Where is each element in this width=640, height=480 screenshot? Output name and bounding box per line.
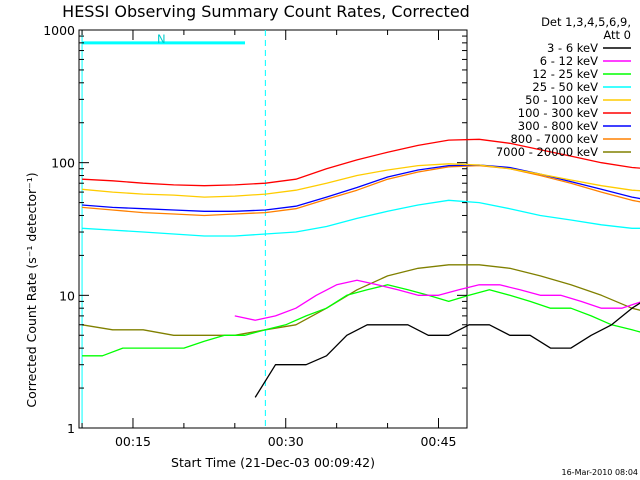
- x-axis: 00:15 00:30 00:45: [81, 30, 457, 449]
- series-lines: [81, 138, 640, 398]
- y-axis: 1 10 100 1000: [43, 23, 467, 436]
- legend-entry-label: 100 - 300 keV: [518, 106, 598, 120]
- series-line: [234, 279, 640, 321]
- chart-title: HESSI Observing Summary Count Rates, Cor…: [62, 2, 470, 21]
- series-line: [82, 138, 640, 187]
- marker-label: N: [157, 32, 166, 46]
- legend-header-line-2: Att 0: [603, 28, 631, 42]
- y-tick-label: 1: [67, 421, 75, 436]
- y-tick-label: 10: [59, 288, 75, 303]
- x-tick-label: 00:15: [115, 434, 151, 449]
- plot-area: N: [78, 29, 640, 429]
- series-line: [82, 164, 640, 212]
- x-tick-label: 00:30: [268, 434, 304, 449]
- legend-entry-label: 800 - 7000 keV: [510, 132, 598, 146]
- legend-entry-label: 25 - 50 keV: [532, 80, 598, 94]
- series-line: [254, 302, 640, 398]
- legend-entry-label: 6 - 12 keV: [540, 54, 598, 68]
- y-axis-label: Corrected Count Rate (s⁻¹ detector⁻¹): [24, 172, 39, 407]
- legend-entry-label: 7000 - 20000 keV: [496, 145, 598, 159]
- timestamp: 16-Mar-2010 08:04: [562, 468, 639, 477]
- observation-markers: [81, 30, 266, 428]
- series-line: [81, 264, 640, 336]
- series-line: [82, 163, 640, 198]
- plot-frame: [78, 29, 468, 429]
- y-tick-label: 1000: [43, 23, 75, 38]
- legend-entry-label: 50 - 100 keV: [525, 93, 598, 107]
- x-tick-label: 00:45: [420, 434, 456, 449]
- series-line: [82, 284, 640, 357]
- series-line: [82, 199, 640, 237]
- legend-entry-label: 300 - 800 keV: [518, 119, 598, 133]
- legend-entry-label: 3 - 6 keV: [547, 41, 598, 55]
- legend-header-line-1: Det 1,3,4,5,6,9,: [541, 15, 631, 29]
- x-axis-label: Start Time (21-Dec-03 00:09:42): [171, 455, 375, 470]
- y-tick-label: 100: [51, 156, 75, 171]
- series-line: [82, 164, 640, 217]
- legend-entry-label: 12 - 25 keV: [532, 67, 598, 81]
